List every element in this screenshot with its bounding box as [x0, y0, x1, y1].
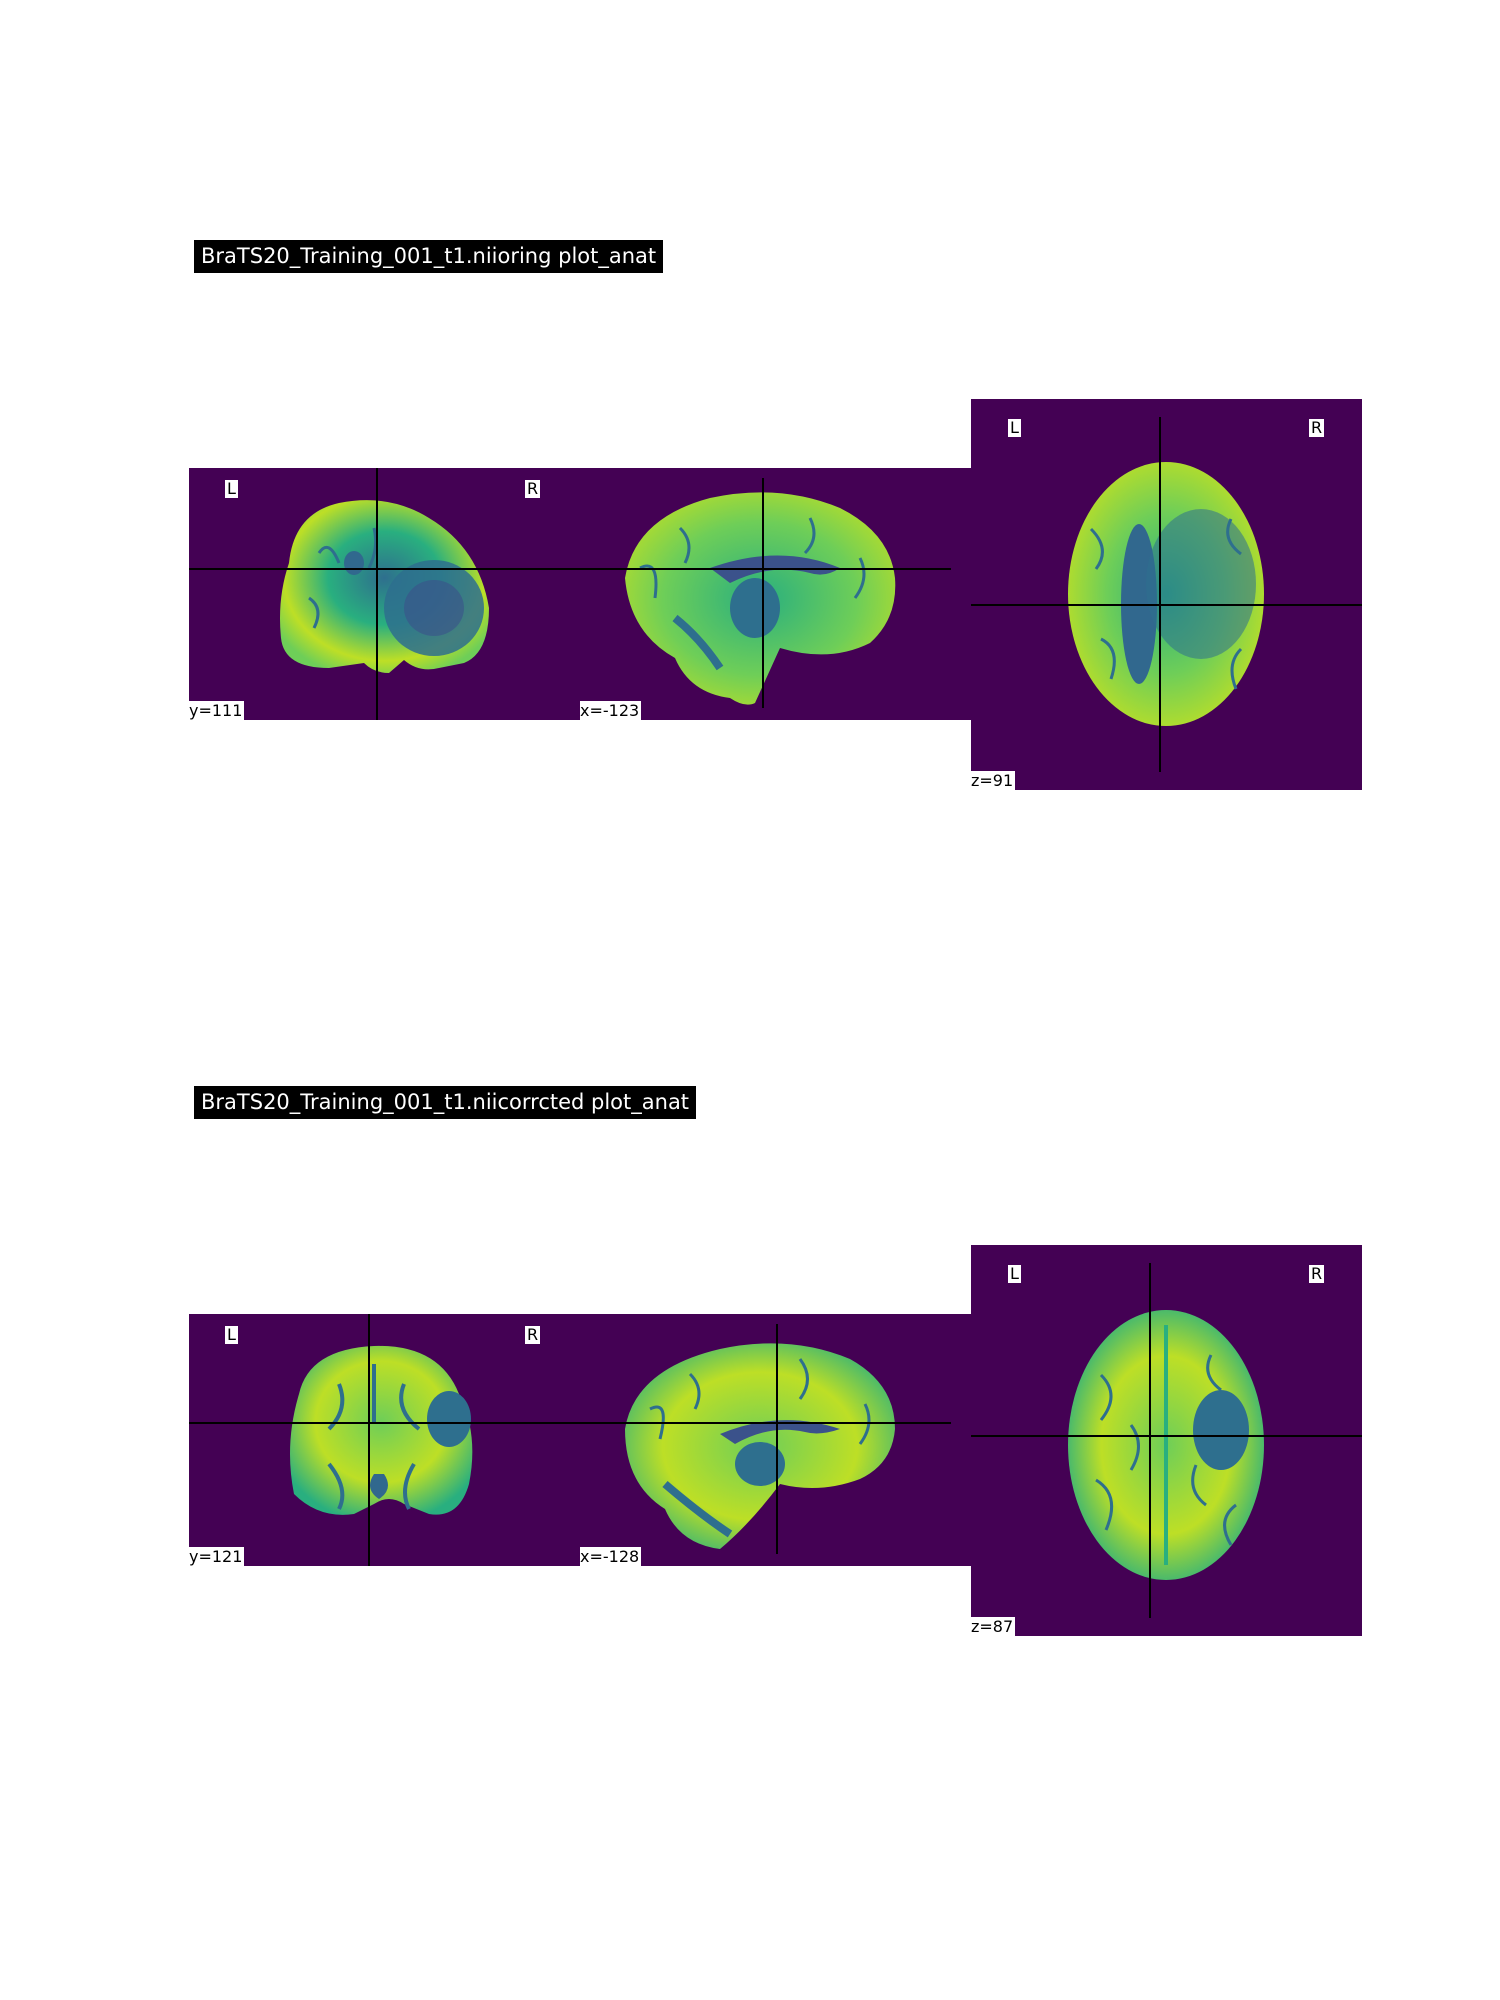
- coronal-coordinate-label: y=121: [189, 1547, 245, 1566]
- sagittal-coordinate-label: x=-123: [580, 701, 642, 720]
- crosshair-vertical: [776, 1324, 778, 1554]
- crosshair-horizontal: [189, 568, 580, 570]
- right-orientation-label: R: [1309, 418, 1325, 437]
- crosshair-vertical: [1149, 1263, 1151, 1618]
- axial-view: L R z=91: [971, 399, 1362, 790]
- right-orientation-label: R: [1309, 1264, 1325, 1283]
- figure-title: BraTS20_Training_001_t1.niioring plot_an…: [194, 240, 664, 273]
- crosshair-horizontal: [971, 604, 1362, 606]
- sagittal-view: x=-128: [580, 1314, 971, 1566]
- crosshair-horizontal: [971, 1435, 1362, 1437]
- coronal-view: L R y=111: [189, 468, 580, 720]
- crosshair-vertical: [762, 478, 764, 708]
- coronal-brain-image: [290, 1345, 473, 1515]
- figure-title: BraTS20_Training_001_t1.niicorrcted plot…: [194, 1086, 697, 1119]
- crosshair-vertical: [368, 1314, 370, 1566]
- sagittal-brain-image: [625, 1343, 895, 1549]
- crosshair-vertical: [376, 468, 378, 720]
- axial-brain-image: [1068, 462, 1264, 726]
- left-orientation-label: L: [225, 479, 238, 498]
- axial-coordinate-label: z=87: [971, 1617, 1016, 1636]
- left-orientation-label: L: [1008, 418, 1021, 437]
- sagittal-brain-image: [625, 492, 896, 705]
- sagittal-coordinate-label: x=-128: [580, 1547, 642, 1566]
- right-orientation-label: R: [525, 1325, 541, 1344]
- axial-coordinate-label: z=91: [971, 771, 1016, 790]
- crosshair-vertical: [1159, 417, 1161, 772]
- left-orientation-label: L: [1008, 1264, 1021, 1283]
- crosshair-horizontal: [580, 568, 951, 570]
- coronal-coordinate-label: y=111: [189, 701, 245, 720]
- right-orientation-label: R: [525, 479, 541, 498]
- sagittal-view: x=-123: [580, 468, 971, 720]
- axial-view: L R z=87: [971, 1245, 1362, 1636]
- crosshair-horizontal: [580, 1422, 951, 1424]
- coronal-brain-image: [280, 500, 489, 673]
- crosshair-horizontal: [189, 1422, 580, 1424]
- coronal-view: L R y=121: [189, 1314, 580, 1566]
- left-orientation-label: L: [225, 1325, 238, 1344]
- axial-brain-image: [1068, 1310, 1264, 1580]
